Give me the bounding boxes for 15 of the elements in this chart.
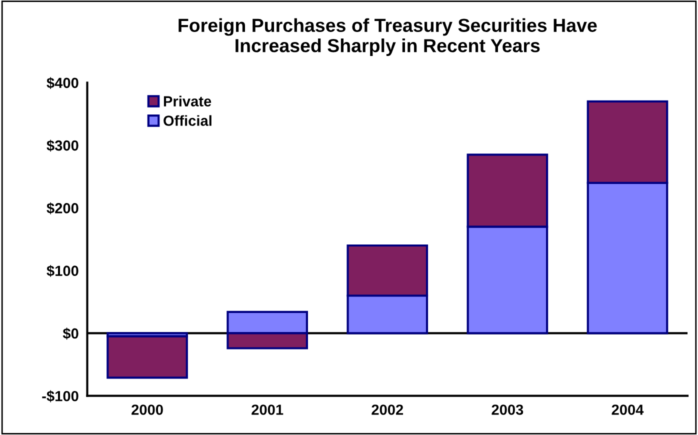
x-tick-label: 2002 [372,404,404,415]
x-tick-label: 2003 [492,404,524,415]
x-tick-label: 2004 [612,404,644,415]
y-tick-label: $0 [62,328,78,340]
y-tick-label: $100 [46,265,78,277]
y-tick-label: $400 [46,77,78,90]
y-tick-label: $300 [46,140,78,152]
bar [106,335,188,379]
y-tick-label: $200 [46,202,78,214]
x-tick-label: 2000 [132,404,163,415]
legend-label: Official [164,115,212,126]
y-tick-label: -$100 [42,390,78,402]
legend-label: Private [164,96,212,106]
x-tick-label: 2001 [252,404,284,415]
chart-title: Foreign Purchases of Treasury Securities Have Increased Sharply in Recent Years [178,18,597,56]
